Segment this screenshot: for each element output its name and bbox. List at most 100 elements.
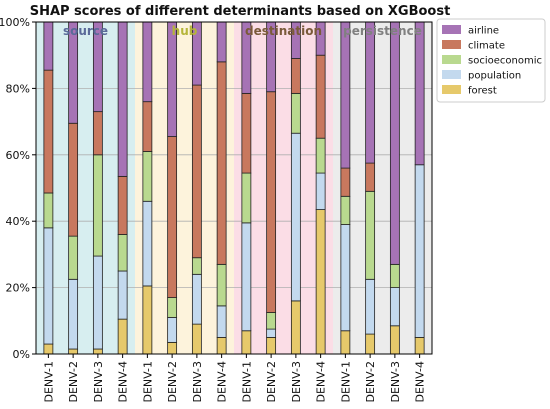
legend-label-forest: forest bbox=[468, 86, 497, 97]
legend-label-population: population bbox=[468, 71, 521, 82]
y-tick-label: 0% bbox=[13, 348, 30, 361]
bar-airline-15 bbox=[414, 21, 425, 166]
legend-swatch-airline bbox=[442, 25, 461, 34]
y-axis-ticks: 0% 20% 40% 60% 80% 100% bbox=[0, 16, 36, 361]
legend-box bbox=[436, 18, 546, 103]
bar-socioeconomic-8 bbox=[241, 172, 252, 224]
bar-climate-3 bbox=[117, 175, 128, 235]
bar-population-4 bbox=[142, 200, 153, 287]
bar-socioeconomic-3 bbox=[117, 234, 128, 272]
bar-climate-8 bbox=[241, 92, 252, 174]
bar-climate-11 bbox=[315, 54, 326, 139]
bar-climate-9 bbox=[266, 91, 277, 313]
bar-airline-4 bbox=[142, 21, 153, 103]
x-tick-label: DENV-4 bbox=[117, 361, 130, 403]
y-tick-label: 20% bbox=[6, 282, 30, 295]
bar-population-1 bbox=[68, 278, 79, 350]
legend-label-socioeconomic: socioeconomic bbox=[468, 56, 542, 67]
bar-forest-14 bbox=[389, 325, 400, 355]
bar-population-13 bbox=[365, 278, 376, 335]
bar-population-11 bbox=[315, 172, 326, 210]
bar-population-12 bbox=[340, 224, 351, 332]
bar-climate-13 bbox=[365, 162, 376, 192]
bar-socioeconomic-5 bbox=[167, 297, 178, 318]
bar-forest-9 bbox=[266, 336, 277, 355]
bar-population-8 bbox=[241, 222, 252, 332]
group-labels: source hub destination persistence bbox=[63, 24, 422, 38]
bar-socioeconomic-11 bbox=[315, 137, 326, 174]
bar-socioeconomic-2 bbox=[92, 154, 103, 257]
y-tick-label: 80% bbox=[6, 82, 30, 95]
x-tick-label: DENV-2 bbox=[67, 361, 80, 403]
group-label-hub: hub bbox=[172, 24, 198, 38]
legend-swatch-climate bbox=[442, 40, 461, 49]
bar-population-3 bbox=[117, 270, 128, 320]
bar-socioeconomic-0 bbox=[43, 192, 54, 229]
bar-airline-7 bbox=[216, 21, 227, 63]
bar-population-6 bbox=[191, 273, 202, 325]
plot-frame bbox=[35, 21, 433, 355]
bar-forest-0 bbox=[43, 343, 54, 355]
legend-swatch-socioeconomic bbox=[442, 55, 461, 64]
bar-population-2 bbox=[92, 255, 103, 350]
legend-label-climate: climate bbox=[468, 41, 505, 52]
bar-forest-13 bbox=[365, 333, 376, 355]
x-tick-label: DENV-2 bbox=[166, 361, 179, 403]
y-tick-label: 100% bbox=[0, 16, 30, 29]
bar-forest-7 bbox=[216, 336, 227, 355]
x-tick-label: DENV-4 bbox=[216, 361, 229, 403]
x-tick-label: DENV-1 bbox=[339, 361, 352, 403]
bar-forest-1 bbox=[68, 348, 79, 355]
bar-climate-0 bbox=[43, 69, 54, 194]
group-label-persistence: persistence bbox=[343, 24, 422, 38]
bar-socioeconomic-9 bbox=[266, 312, 277, 330]
bar-climate-4 bbox=[142, 101, 153, 152]
legend-swatch-forest bbox=[442, 85, 461, 94]
x-axis-ticks: DENV-1 DENV-2 DENV-3 DENV-4 DENV-1 DENV-2 DENV… bbox=[42, 354, 427, 403]
y-tick-label: 60% bbox=[6, 149, 30, 162]
bar-population-5 bbox=[167, 317, 178, 343]
bar-forest-15 bbox=[414, 336, 425, 355]
bar-socioeconomic-1 bbox=[68, 235, 79, 280]
bar-airline-3 bbox=[117, 21, 128, 177]
bar-population-9 bbox=[266, 328, 277, 338]
bar-population-14 bbox=[389, 287, 400, 327]
chart-title: SHAP scores of different determinants ba… bbox=[30, 4, 451, 19]
group-label-source: source bbox=[63, 24, 108, 38]
bar-climate-5 bbox=[167, 136, 178, 298]
bars bbox=[43, 21, 425, 355]
legend-label-airline: airline bbox=[468, 26, 499, 37]
bar-population-0 bbox=[43, 227, 54, 345]
bar-airline-0 bbox=[43, 21, 54, 71]
bar-airline-13 bbox=[365, 21, 376, 164]
x-tick-label: DENV-3 bbox=[191, 361, 204, 403]
bar-forest-6 bbox=[191, 323, 202, 355]
bar-climate-1 bbox=[68, 122, 79, 237]
bar-climate-2 bbox=[92, 111, 103, 156]
bar-forest-11 bbox=[315, 209, 326, 355]
bar-socioeconomic-6 bbox=[191, 257, 202, 275]
x-tick-label: DENV-4 bbox=[315, 361, 328, 403]
group-label-destination: destination bbox=[245, 24, 322, 38]
x-tick-label: DENV-1 bbox=[42, 361, 55, 403]
x-tick-label: DENV-3 bbox=[389, 361, 402, 403]
bar-forest-12 bbox=[340, 330, 351, 355]
bar-socioeconomic-13 bbox=[365, 190, 376, 280]
bar-population-10 bbox=[290, 132, 301, 302]
bar-population-15 bbox=[414, 164, 425, 338]
bar-socioeconomic-14 bbox=[389, 263, 400, 288]
x-tick-label: DENV-2 bbox=[364, 361, 377, 403]
x-tick-label: DENV-1 bbox=[240, 361, 253, 403]
bar-airline-12 bbox=[340, 21, 351, 169]
x-tick-label: DENV-3 bbox=[290, 361, 303, 403]
bar-forest-2 bbox=[92, 348, 103, 355]
legend: airline climate socioeconomic population for… bbox=[436, 18, 546, 103]
bar-forest-10 bbox=[290, 300, 301, 355]
bar-socioeconomic-12 bbox=[340, 195, 351, 225]
bar-airline-14 bbox=[389, 21, 400, 265]
bar-forest-4 bbox=[142, 285, 153, 355]
x-tick-label: DENV-1 bbox=[141, 361, 154, 403]
legend-swatch-population bbox=[442, 70, 461, 79]
bar-population-7 bbox=[216, 305, 227, 338]
